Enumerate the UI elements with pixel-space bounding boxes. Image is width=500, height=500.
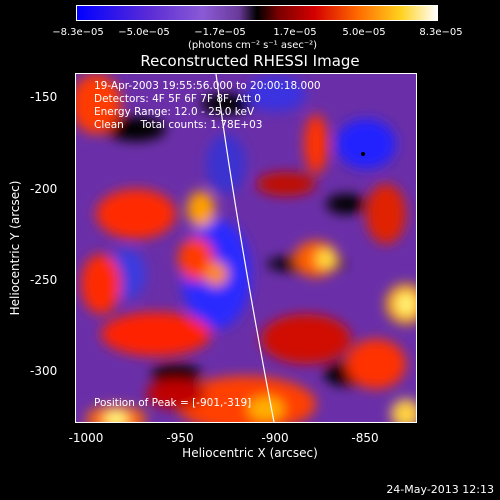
y-tick-label: -150 — [30, 90, 58, 104]
x-tick-label: -850 — [351, 431, 379, 445]
colorbar-tick: −1.7e−05 — [194, 27, 246, 38]
clean-counts-label: Clean Total counts: 1.78E+03 — [94, 119, 263, 131]
y-tick-label: -300 — [30, 364, 58, 378]
x-tick-label: -1000 — [68, 431, 104, 445]
x-tick-label: -950 — [166, 431, 194, 445]
y-tick-label: -200 — [30, 182, 58, 196]
x-tick-label: -900 — [261, 431, 289, 445]
rhessi-image — [75, 73, 417, 423]
colorbar-units: (photons cm⁻² s⁻¹ asec⁻²) — [188, 40, 318, 51]
peak-marker — [361, 152, 365, 156]
time-range-label: 19-Apr-2003 19:55:56.000 to 20:00:18.000 — [94, 80, 321, 92]
solar-limb-line — [215, 74, 275, 422]
colorbar-tick: −5.0e−05 — [118, 27, 170, 38]
energy-range-label: Energy Range: 12.0 - 25.0 keV — [94, 106, 255, 118]
colorbar-tick: 5.0e−05 — [342, 27, 386, 38]
image-canvas — [76, 74, 416, 422]
detectors-label: Detectors: 4F 5F 6F 7F 8F, Att 0 — [94, 93, 261, 105]
plot-title: Reconstructed RHESSI Image — [140, 52, 360, 70]
x-axis-label: Heliocentric X (arcsec) — [182, 446, 318, 460]
colorbar-tick: 8.3e−05 — [419, 27, 463, 38]
y-axis-label: Heliocentric Y (arcsec) — [8, 180, 22, 316]
emission-blobs — [76, 74, 416, 422]
colorbar-tick: −8.3e−05 — [52, 27, 104, 38]
colorbar-tick: 1.7e−05 — [273, 27, 317, 38]
colorbar — [76, 5, 438, 21]
peak-position-label: Position of Peak = [-901,-319] — [94, 397, 252, 409]
y-tick-label: -250 — [30, 273, 58, 287]
plot-datestamp: 24-May-2013 12:13 — [386, 483, 494, 496]
